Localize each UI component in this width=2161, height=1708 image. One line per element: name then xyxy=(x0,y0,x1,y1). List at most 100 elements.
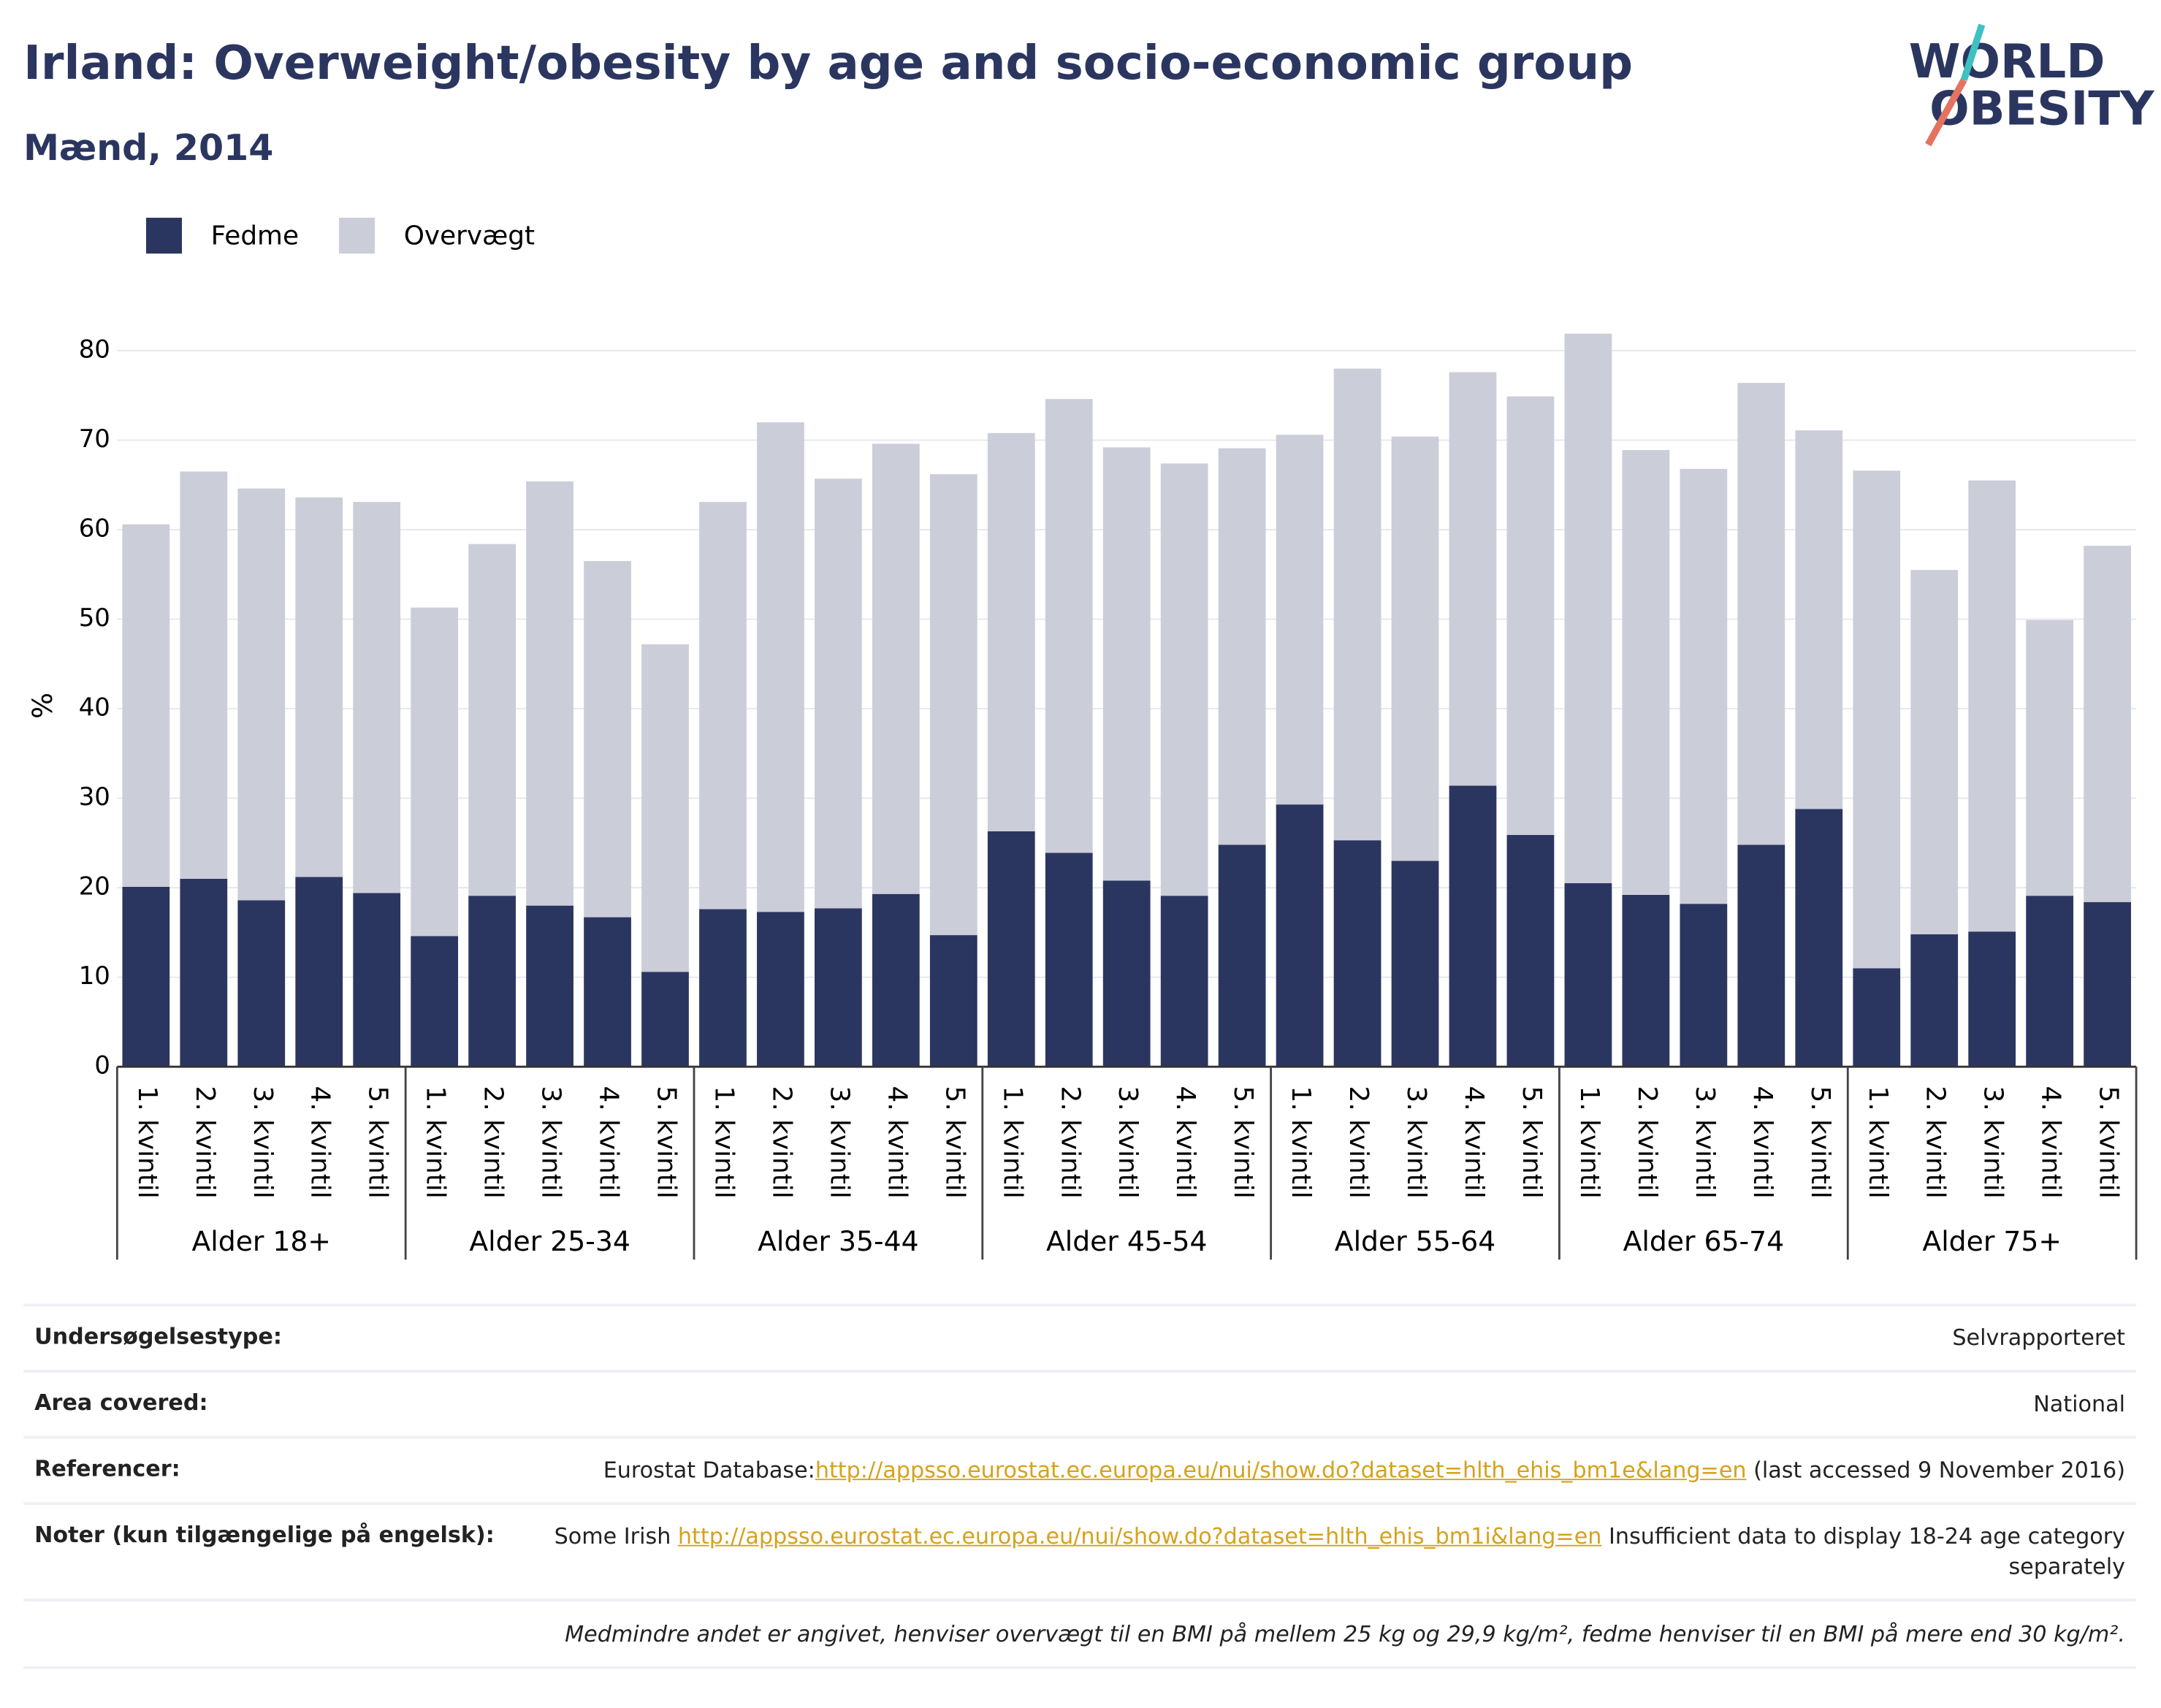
row-key: Noter (kun tilgængelige på engelsk): xyxy=(34,1521,495,1548)
x-tick-label: 2. kvintil xyxy=(1632,1086,1662,1199)
row-key: Undersøgelsestype: xyxy=(34,1323,282,1349)
bar-segment xyxy=(295,877,343,1067)
x-tick-label: 3. kvintil xyxy=(1401,1086,1431,1199)
y-tick-label: 70 xyxy=(79,424,110,454)
text: Some Irish xyxy=(554,1522,678,1549)
row-value: Selvrapporteret xyxy=(1952,1324,2125,1351)
x-tick-label: 3. kvintil xyxy=(536,1086,566,1199)
x-tick-label: 4. kvintil xyxy=(882,1086,912,1199)
x-tick-label: 4. kvintil xyxy=(2036,1086,2066,1199)
y-tick-label: 40 xyxy=(79,693,110,723)
text: Insufficient data to display 18-24 age c… xyxy=(1601,1522,2125,1579)
bar-segment xyxy=(757,422,804,912)
bar-segment xyxy=(1910,570,1959,934)
bar-segment xyxy=(2026,896,2074,1067)
bar-segment xyxy=(411,607,459,937)
bar-segment xyxy=(1680,904,1728,1067)
bar-segment xyxy=(122,886,170,1067)
bar-segment xyxy=(1910,934,1959,1067)
bar-segment xyxy=(1045,853,1093,1067)
bar-segment xyxy=(1622,450,1670,895)
bar-segment xyxy=(1564,883,1612,1067)
x-tick-label: 1. kvintil xyxy=(1286,1086,1316,1199)
x-tick-label: 5. kvintil xyxy=(1805,1086,1835,1199)
bar-segment xyxy=(584,917,631,1067)
x-tick-label: 4. kvintil xyxy=(594,1086,624,1199)
x-tick-label: 3. kvintil xyxy=(1978,1086,2008,1199)
bar-segment xyxy=(1506,834,1555,1067)
x-tick-label: 4. kvintil xyxy=(1459,1086,1489,1199)
bar-segment xyxy=(1045,399,1093,853)
group-label: Alder 75+ xyxy=(1922,1225,2062,1257)
x-tick-label: 5. kvintil xyxy=(363,1086,393,1199)
group-label: Alder 45-54 xyxy=(1046,1225,1208,1257)
info-table: Undersøgelsestype: Selvrapporteret Area c… xyxy=(23,1303,2137,1669)
logo-line1: WORLD xyxy=(1909,34,2105,89)
x-tick-label: 2. kvintil xyxy=(190,1086,220,1199)
y-tick-label: 20 xyxy=(79,872,110,901)
bar-segment xyxy=(468,544,516,896)
bar-segment xyxy=(1102,880,1151,1067)
bar-segment xyxy=(1160,896,1208,1067)
y-tick-label: 0 xyxy=(94,1051,110,1080)
bar-segment xyxy=(1737,845,1785,1067)
x-tick-label: 1. kvintil xyxy=(709,1086,739,1199)
x-tick-label: 1. kvintil xyxy=(1863,1086,1893,1199)
bar-segment xyxy=(411,936,459,1067)
x-tick-label: 4. kvintil xyxy=(1748,1086,1777,1199)
row-value: National xyxy=(2033,1390,2125,1417)
bar-segment xyxy=(468,896,516,1067)
x-tick-label: 2. kvintil xyxy=(766,1086,796,1199)
x-tick-label: 4. kvintil xyxy=(1170,1086,1200,1199)
bar-segment xyxy=(1333,368,1381,841)
logo-slash xyxy=(1960,23,1986,81)
bar-segment xyxy=(1218,448,1266,845)
x-tick-label: 1. kvintil xyxy=(1574,1086,1604,1199)
bar-segment xyxy=(929,935,977,1067)
x-tick-label: 3. kvintil xyxy=(1690,1086,1720,1199)
group-label: Alder 65-74 xyxy=(1623,1225,1785,1257)
bar-segment xyxy=(1391,436,1439,861)
footnote: Medmindre andet er angivet, henviser ove… xyxy=(23,1598,2137,1669)
bar-segment xyxy=(1795,809,1843,1067)
bar-segment xyxy=(987,831,1035,1067)
bar-segment xyxy=(526,481,573,906)
bar-segment xyxy=(929,474,977,936)
link[interactable]: http://appsso.eurostat.ec.europa.eu/nui/… xyxy=(815,1457,1747,1483)
x-tick-label: 5. kvintil xyxy=(1517,1086,1547,1199)
y-tick-label: 30 xyxy=(79,782,110,812)
bar-segment xyxy=(584,560,631,918)
text: Eurostat Database: xyxy=(603,1457,815,1483)
bar-segment xyxy=(1333,840,1381,1067)
table-row: Undersøgelsestype: Selvrapporteret xyxy=(23,1303,2137,1370)
logo-slash xyxy=(1925,78,1967,147)
y-tick-label: 80 xyxy=(79,335,110,365)
bar-segment xyxy=(757,912,804,1067)
table-row: Noter (kun tilgængelige på engelsk): Some… xyxy=(23,1502,2137,1598)
bar-segment xyxy=(872,443,920,894)
x-tick-label: 1. kvintil xyxy=(421,1086,451,1199)
link[interactable]: http://appsso.eurostat.ec.europa.eu/nui/… xyxy=(677,1522,1602,1549)
bar-segment xyxy=(2084,901,2131,1067)
bar-segment xyxy=(699,502,747,910)
chart-title: Irland: Overweight/obesity by age and so… xyxy=(23,36,1633,91)
row-key: Area covered: xyxy=(34,1389,208,1416)
x-tick-label: 3. kvintil xyxy=(1113,1086,1143,1199)
group-label: Alder 25-34 xyxy=(469,1225,630,1257)
bar-segment xyxy=(815,908,862,1067)
group-label: Alder 18+ xyxy=(191,1225,331,1257)
x-tick-label: 2. kvintil xyxy=(479,1086,508,1199)
x-tick-label: 4. kvintil xyxy=(305,1086,335,1199)
x-tick-label: 2. kvintil xyxy=(1921,1086,1951,1199)
group-label: Alder 55-64 xyxy=(1335,1225,1496,1257)
bar-segment xyxy=(2084,546,2131,902)
y-tick-label: 60 xyxy=(79,514,110,544)
x-tick-label: 1. kvintil xyxy=(997,1086,1027,1199)
bar-segment xyxy=(872,893,920,1067)
bar-segment xyxy=(1102,447,1151,881)
bar-segment xyxy=(1276,804,1324,1067)
bar-segment xyxy=(1968,480,2016,932)
text: (last accessed 9 November 2016) xyxy=(1746,1457,2125,1483)
bar-segment xyxy=(641,644,689,972)
bar-segment xyxy=(1276,435,1324,805)
